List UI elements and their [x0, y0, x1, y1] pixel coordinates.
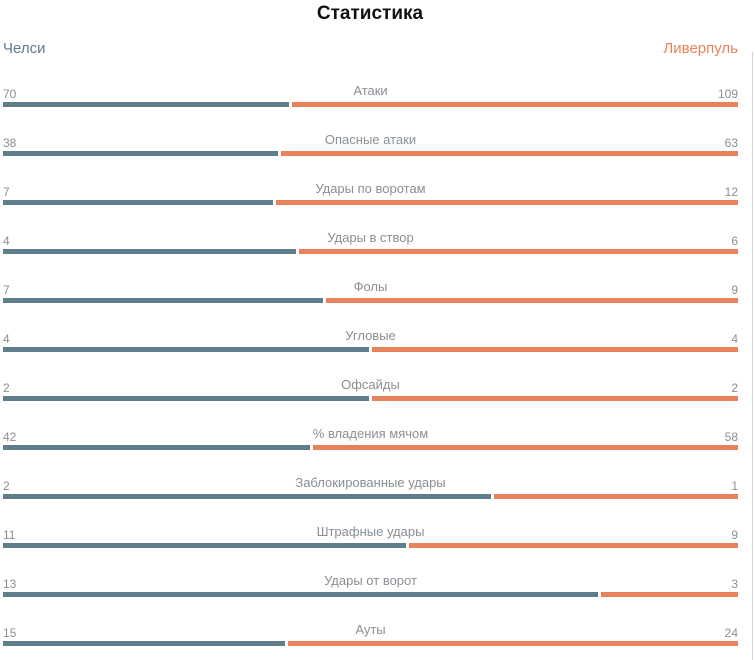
home-value: 2	[3, 381, 10, 395]
away-bar	[298, 249, 738, 254]
away-bar	[600, 592, 738, 597]
home-bar	[3, 102, 290, 107]
home-bar	[3, 396, 369, 401]
away-value: 2	[731, 381, 738, 395]
stat-label: Удары от ворот	[324, 573, 417, 588]
away-bar	[494, 494, 738, 499]
away-value: 63	[724, 136, 738, 150]
home-bar	[3, 445, 311, 450]
stat-row: 7 Фолы 9	[3, 276, 738, 316]
home-bar	[3, 200, 273, 205]
stat-label: Угловые	[345, 328, 396, 343]
home-bar	[3, 298, 324, 303]
home-bar	[3, 641, 285, 646]
stat-label: Фолы	[353, 279, 388, 294]
stat-label: Ауты	[355, 622, 386, 637]
away-value: 6	[731, 234, 738, 248]
stat-row: 13 Удары от ворот 3	[3, 570, 738, 610]
away-bar	[326, 298, 738, 303]
home-value: 4	[3, 234, 10, 248]
away-value: 24	[724, 626, 738, 640]
away-value: 1	[731, 479, 738, 493]
home-bar	[3, 543, 406, 548]
home-bar	[3, 592, 598, 597]
stat-row: 2 Заблокированные удары 1	[3, 472, 738, 512]
home-value: 4	[3, 332, 10, 346]
stat-row: 7 Удары по воротам 12	[3, 178, 738, 218]
stat-label: Офсайды	[341, 377, 400, 392]
stat-label: Удары в створ	[327, 230, 414, 245]
home-team-name: Челси	[3, 40, 46, 57]
stat-label: Штрафные удары	[316, 524, 425, 539]
home-value: 7	[3, 283, 10, 297]
stat-label: Удары по воротам	[315, 181, 426, 196]
home-value: 13	[3, 577, 17, 591]
home-bar	[3, 347, 369, 352]
away-team-name: Ливерпуль	[663, 40, 738, 57]
page-title: Статистика	[316, 3, 424, 24]
stat-row: 70 Атаки 109	[3, 80, 738, 120]
away-value: 3	[731, 577, 738, 591]
home-bar	[3, 249, 296, 254]
away-value: 9	[731, 528, 738, 542]
away-bar	[408, 543, 738, 548]
stat-row: 38 Опасные атаки 63	[3, 129, 738, 169]
away-bar	[292, 102, 738, 107]
home-value: 70	[3, 87, 17, 101]
away-bar	[275, 200, 738, 205]
home-value: 11	[3, 528, 16, 542]
home-value: 7	[3, 185, 10, 199]
home-value: 2	[3, 479, 10, 493]
stat-label: Опасные атаки	[324, 132, 417, 147]
away-value: 109	[717, 87, 738, 101]
away-value: 9	[731, 283, 738, 297]
home-bar	[3, 151, 279, 156]
stat-row: 4 Угловые 4	[3, 325, 738, 365]
home-value: 38	[3, 136, 17, 150]
home-value: 15	[3, 626, 17, 640]
away-bar	[372, 347, 738, 352]
away-value: 58	[724, 430, 738, 444]
home-value: 42	[3, 430, 17, 444]
stat-label: Заблокированные удары	[295, 475, 446, 490]
away-value: 4	[731, 332, 738, 346]
stat-row: 2 Офсайды 2	[3, 374, 738, 414]
away-bar	[281, 151, 738, 156]
scrollbar-track[interactable]	[752, 52, 753, 660]
away-bar	[287, 641, 738, 646]
away-bar	[313, 445, 738, 450]
stat-row: 15 Ауты 24	[3, 619, 738, 659]
stat-label: Атаки	[353, 83, 388, 98]
away-bar	[372, 396, 738, 401]
stat-row: 11 Штрафные удары 9	[3, 521, 738, 561]
stat-row: 42 % владения мячом 58	[3, 423, 738, 463]
home-bar	[3, 494, 491, 499]
stat-row: 4 Удары в створ 6	[3, 227, 738, 267]
away-value: 12	[724, 185, 738, 199]
stat-label: % владения мячом	[312, 426, 429, 441]
